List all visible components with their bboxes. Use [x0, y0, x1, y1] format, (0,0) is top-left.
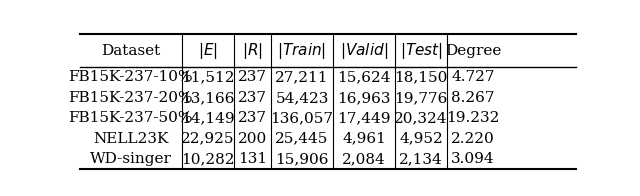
Text: 15,624: 15,624 [337, 71, 390, 84]
Text: 2,134: 2,134 [399, 152, 443, 166]
Text: 14,149: 14,149 [181, 111, 234, 125]
Text: 22,925: 22,925 [181, 132, 234, 146]
Text: Dataset: Dataset [101, 44, 161, 58]
Text: 4.727: 4.727 [451, 71, 495, 84]
Text: 17,449: 17,449 [337, 111, 390, 125]
Text: 237: 237 [238, 71, 267, 84]
Text: FB15K-237-10%: FB15K-237-10% [68, 71, 193, 84]
Text: 131: 131 [238, 152, 267, 166]
Text: 25,445: 25,445 [275, 132, 329, 146]
Text: FB15K-237-20%: FB15K-237-20% [68, 91, 193, 105]
Text: 20,324: 20,324 [394, 111, 448, 125]
Text: 13,166: 13,166 [181, 91, 234, 105]
Text: 19,776: 19,776 [394, 91, 448, 105]
Text: 11,512: 11,512 [181, 71, 234, 84]
Text: 18,150: 18,150 [394, 71, 448, 84]
Text: Degree: Degree [445, 44, 501, 58]
Text: 19.232: 19.232 [446, 111, 500, 125]
Text: $|E|$: $|E|$ [198, 41, 218, 61]
Text: 3.094: 3.094 [451, 152, 495, 166]
Text: $|Train|$: $|Train|$ [277, 41, 326, 61]
Text: 15,906: 15,906 [275, 152, 329, 166]
Text: 200: 200 [237, 132, 267, 146]
Text: $|Valid|$: $|Valid|$ [340, 41, 388, 61]
Text: 10,282: 10,282 [181, 152, 234, 166]
Text: FB15K-237-50%: FB15K-237-50% [68, 111, 193, 125]
Text: 2,084: 2,084 [342, 152, 386, 166]
Text: 237: 237 [238, 91, 267, 105]
Text: $|Test|$: $|Test|$ [399, 41, 442, 61]
Text: NELL23K: NELL23K [93, 132, 168, 146]
Text: 4,961: 4,961 [342, 132, 386, 146]
Text: 2.220: 2.220 [451, 132, 495, 146]
Text: 237: 237 [238, 111, 267, 125]
Text: 8.267: 8.267 [451, 91, 495, 105]
Text: 4,952: 4,952 [399, 132, 443, 146]
Text: 136,057: 136,057 [271, 111, 333, 125]
Text: 16,963: 16,963 [337, 91, 390, 105]
Text: $|R|$: $|R|$ [242, 41, 263, 61]
Text: WD-singer: WD-singer [90, 152, 172, 166]
Text: 27,211: 27,211 [275, 71, 329, 84]
Text: 54,423: 54,423 [275, 91, 329, 105]
